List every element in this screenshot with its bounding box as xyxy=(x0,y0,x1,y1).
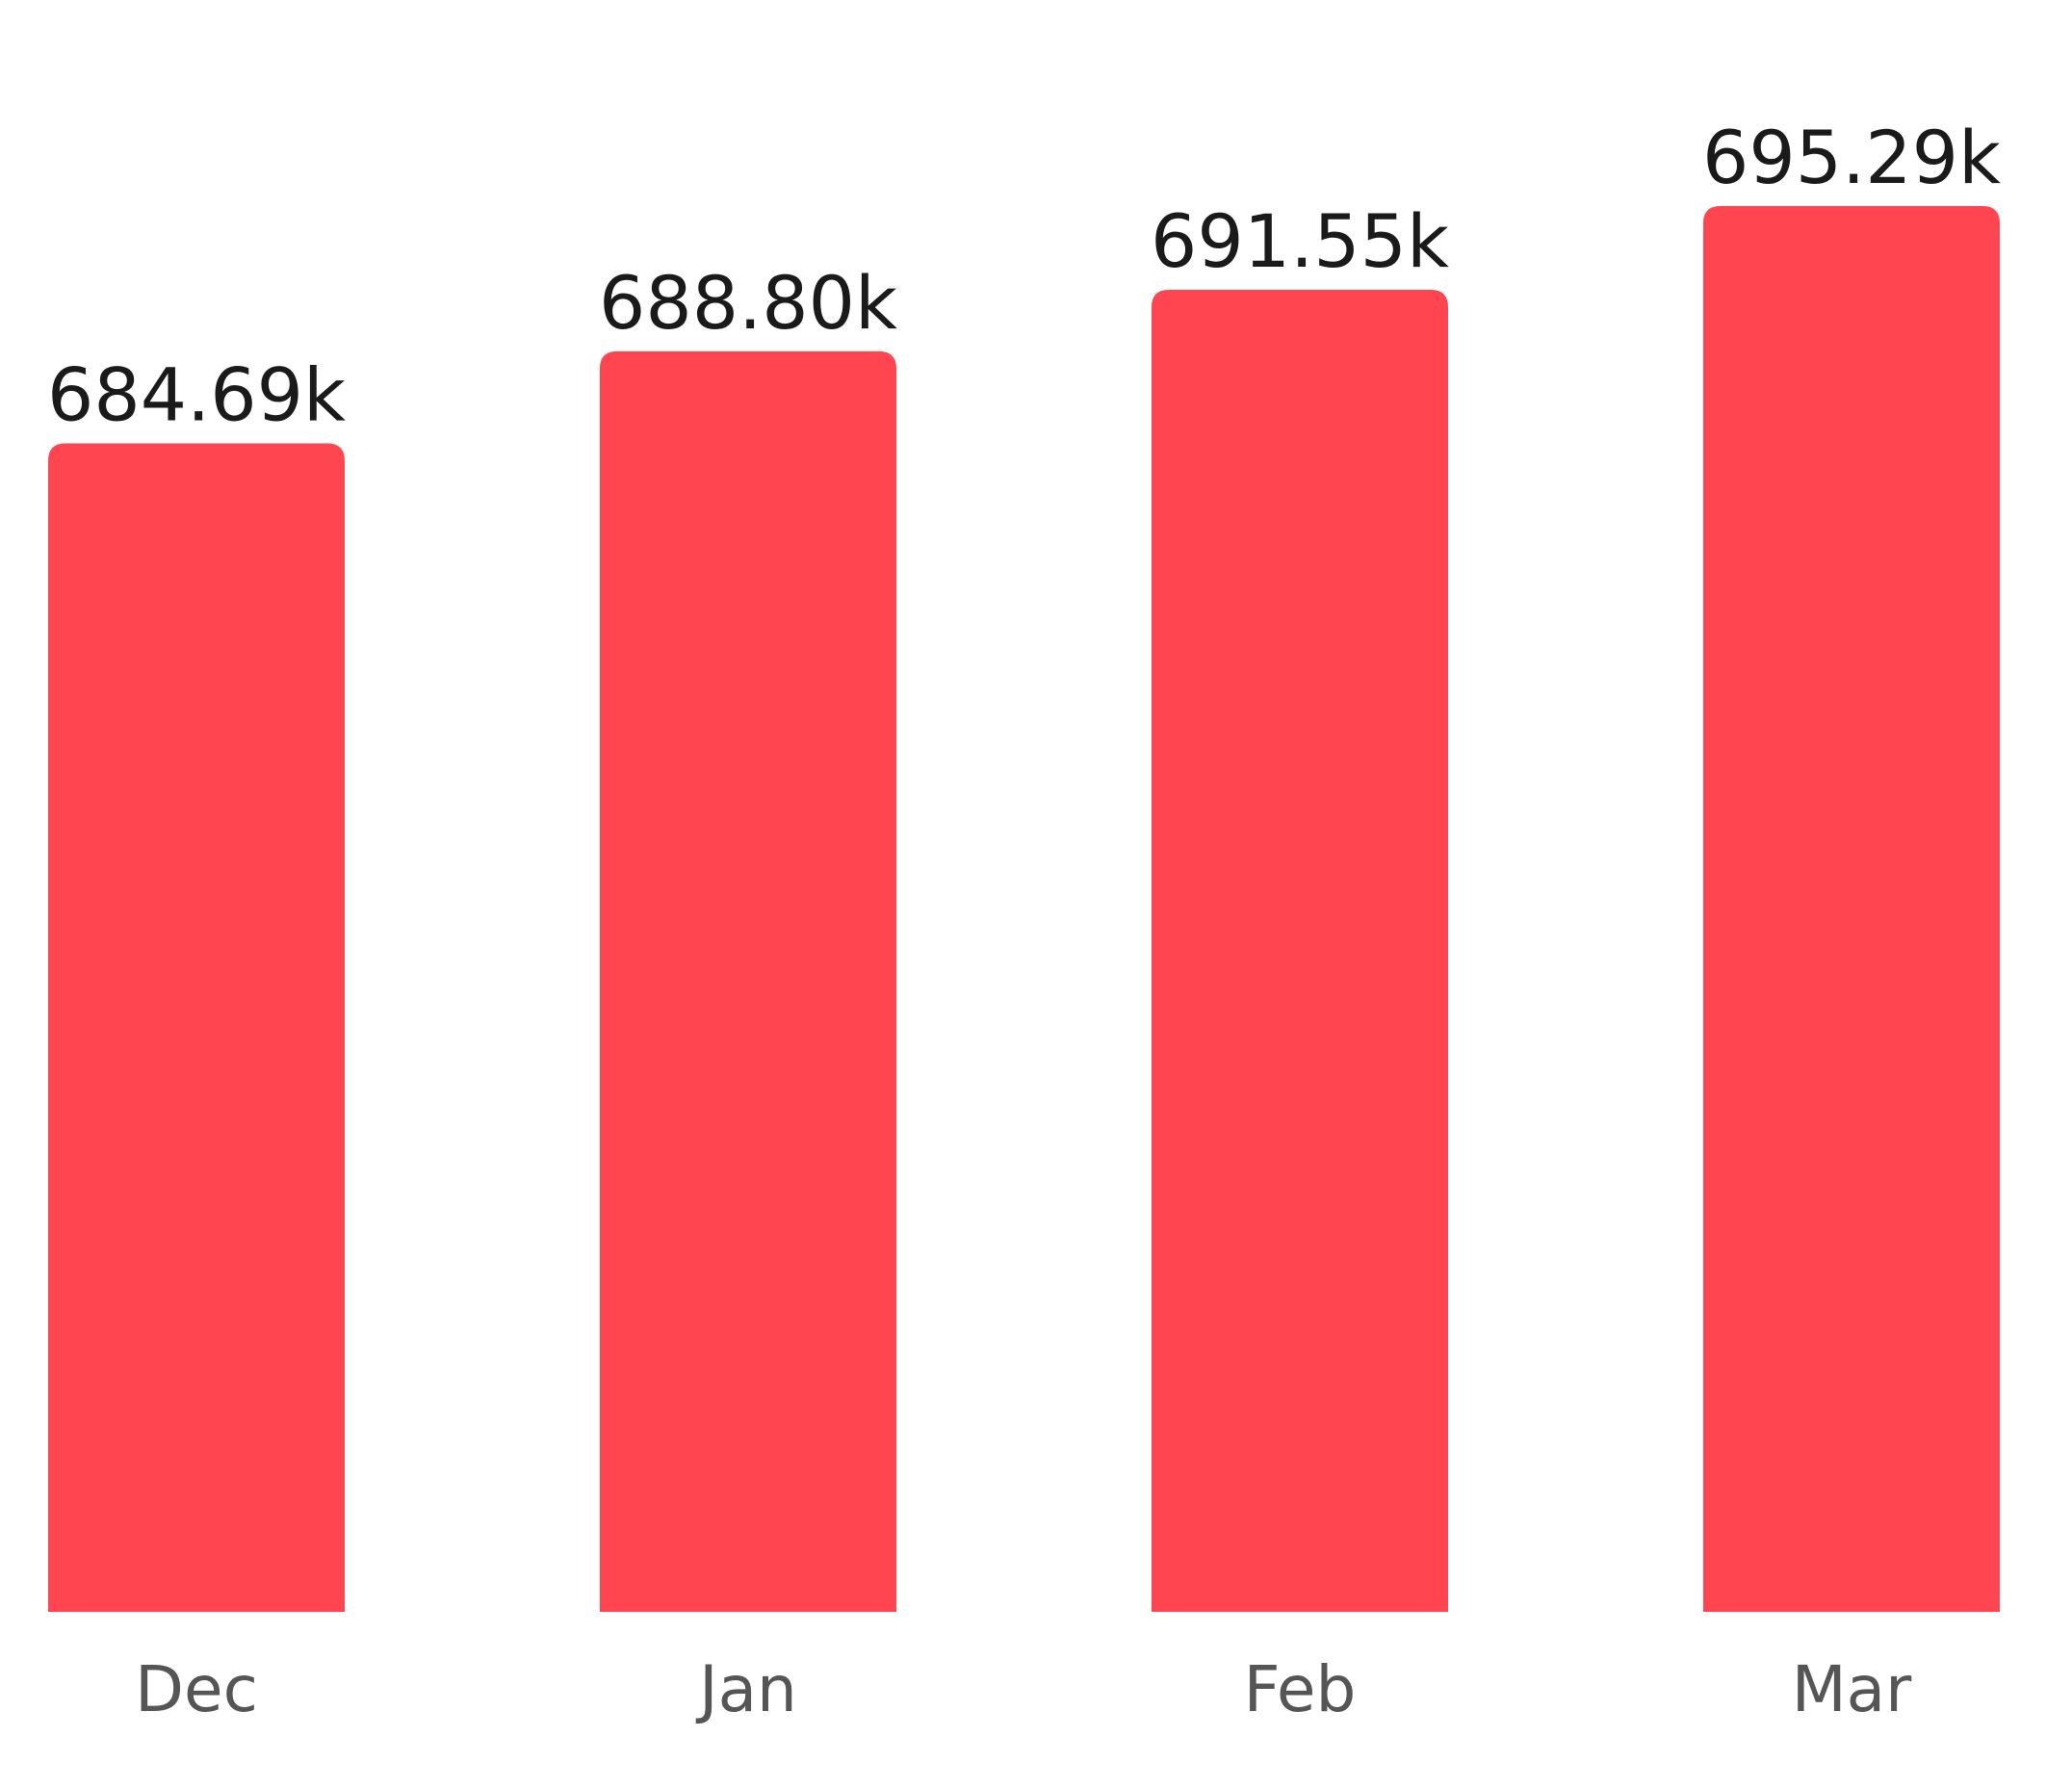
bar-feb xyxy=(1152,289,1448,1612)
bars-group xyxy=(48,206,2000,1612)
x-axis-tick-labels: Dec Jan Feb Mar xyxy=(135,1652,1912,1726)
data-label-feb: 691.55k xyxy=(1151,198,1449,284)
x-tick-label-dec: Dec xyxy=(135,1652,258,1726)
data-labels-group: 684.69k 688.80k 691.55k 695.29k xyxy=(47,115,2001,437)
bar-mar xyxy=(1703,206,2000,1612)
data-label-mar: 695.29k xyxy=(1702,115,2001,200)
bar-dec xyxy=(48,443,345,1612)
data-label-dec: 684.69k xyxy=(47,351,346,437)
x-tick-label-mar: Mar xyxy=(1792,1652,1912,1726)
bar-jan xyxy=(600,350,896,1612)
x-tick-label-feb: Feb xyxy=(1244,1652,1357,1726)
x-tick-label-jan: Jan xyxy=(695,1652,797,1726)
data-label-jan: 688.80k xyxy=(599,260,897,346)
